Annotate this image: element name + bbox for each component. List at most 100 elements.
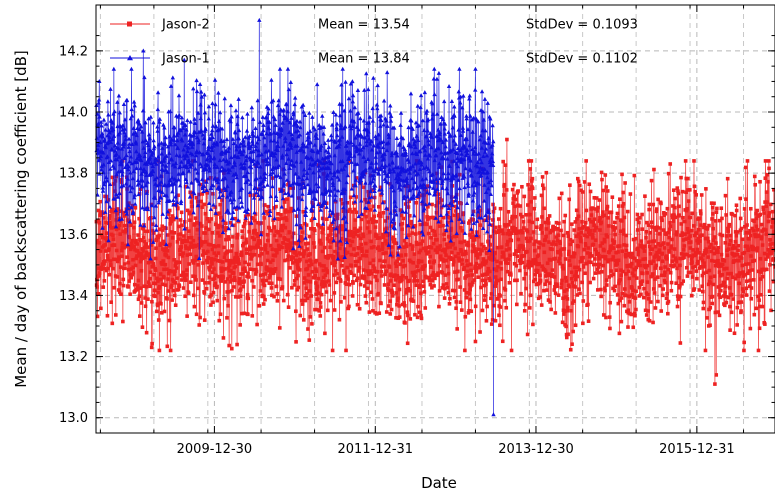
- data-point: [725, 276, 730, 281]
- data-point: [392, 199, 397, 204]
- data-point: [570, 222, 574, 226]
- data-point: [152, 215, 157, 220]
- data-point: [668, 224, 673, 229]
- data-point: [296, 237, 301, 242]
- data-point: [720, 262, 725, 267]
- data-point: [542, 288, 546, 293]
- data-point: [745, 279, 749, 284]
- data-point: [330, 210, 335, 215]
- data-point: [770, 242, 775, 246]
- data-point: [363, 167, 369, 172]
- data-point: [320, 282, 324, 287]
- data-point: [564, 279, 569, 283]
- data-point: [594, 207, 598, 211]
- data-point: [248, 267, 253, 272]
- data-point: [430, 285, 434, 290]
- data-point: [441, 283, 446, 287]
- data-point: [121, 319, 125, 324]
- data-point: [412, 279, 416, 283]
- data-point: [115, 275, 120, 279]
- data-point: [263, 243, 268, 247]
- data-point: [731, 297, 735, 301]
- data-point: [488, 116, 493, 121]
- data-point: [95, 147, 101, 152]
- data-point: [482, 96, 488, 101]
- data-point: [108, 166, 113, 171]
- data-point: [184, 246, 188, 250]
- data-point: [686, 230, 691, 235]
- y-tick-label: 13.8: [59, 167, 88, 182]
- data-point: [642, 286, 646, 291]
- data-point: [259, 152, 264, 157]
- data-point: [660, 259, 665, 264]
- data-point: [653, 244, 658, 249]
- data-point: [331, 238, 336, 243]
- data-point: [285, 66, 291, 71]
- data-point: [212, 161, 218, 166]
- data-point: [678, 283, 682, 288]
- data-point: [160, 282, 165, 287]
- data-point: [501, 231, 505, 236]
- data-point: [433, 215, 439, 220]
- data-point: [479, 89, 485, 94]
- data-point: [490, 223, 494, 227]
- data-point: [516, 189, 520, 193]
- data-point: [452, 133, 457, 138]
- data-point: [747, 269, 752, 273]
- data-point: [102, 182, 107, 187]
- data-point: [379, 187, 384, 192]
- data-point: [686, 199, 691, 203]
- data-point: [373, 183, 378, 188]
- data-point: [351, 119, 357, 124]
- data-point: [154, 227, 159, 232]
- data-point: [414, 200, 419, 205]
- data-point: [325, 270, 330, 275]
- data-point: [413, 120, 419, 125]
- data-point: [486, 135, 491, 140]
- data-point: [679, 252, 684, 256]
- data-point: [224, 157, 229, 162]
- data-point: [470, 283, 474, 287]
- data-point: [464, 274, 468, 279]
- data-point: [137, 127, 142, 132]
- data-point: [603, 255, 608, 259]
- data-point: [140, 251, 144, 256]
- data-point: [460, 125, 466, 130]
- data-point: [209, 303, 213, 307]
- data-point: [697, 216, 702, 221]
- data-point: [148, 284, 152, 289]
- data-point: [379, 214, 383, 219]
- data-point: [277, 326, 282, 330]
- data-point: [698, 239, 702, 243]
- data-point: [685, 227, 690, 231]
- data-point: [451, 147, 456, 152]
- data-point: [138, 166, 143, 171]
- data-point: [678, 341, 683, 345]
- data-point: [436, 70, 442, 75]
- data-point: [499, 245, 504, 249]
- data-point: [156, 200, 161, 205]
- data-point: [511, 229, 516, 233]
- data-point: [761, 227, 766, 232]
- data-point: [438, 254, 443, 258]
- data-point: [352, 207, 357, 212]
- data-point: [154, 157, 159, 162]
- data-point: [366, 220, 371, 224]
- data-point: [442, 237, 447, 242]
- data-point: [626, 325, 630, 329]
- data-point: [205, 156, 210, 161]
- data-point: [256, 148, 261, 153]
- data-point: [446, 84, 452, 89]
- data-point: [431, 179, 436, 184]
- data-point: [503, 163, 508, 167]
- data-point: [762, 268, 767, 272]
- data-point: [310, 148, 316, 153]
- data-point: [272, 206, 276, 210]
- data-point: [125, 176, 130, 181]
- data-point: [285, 246, 290, 250]
- data-point: [601, 210, 605, 214]
- data-point: [97, 114, 102, 119]
- data-point: [212, 251, 216, 255]
- data-point: [675, 259, 679, 264]
- data-point: [754, 306, 759, 311]
